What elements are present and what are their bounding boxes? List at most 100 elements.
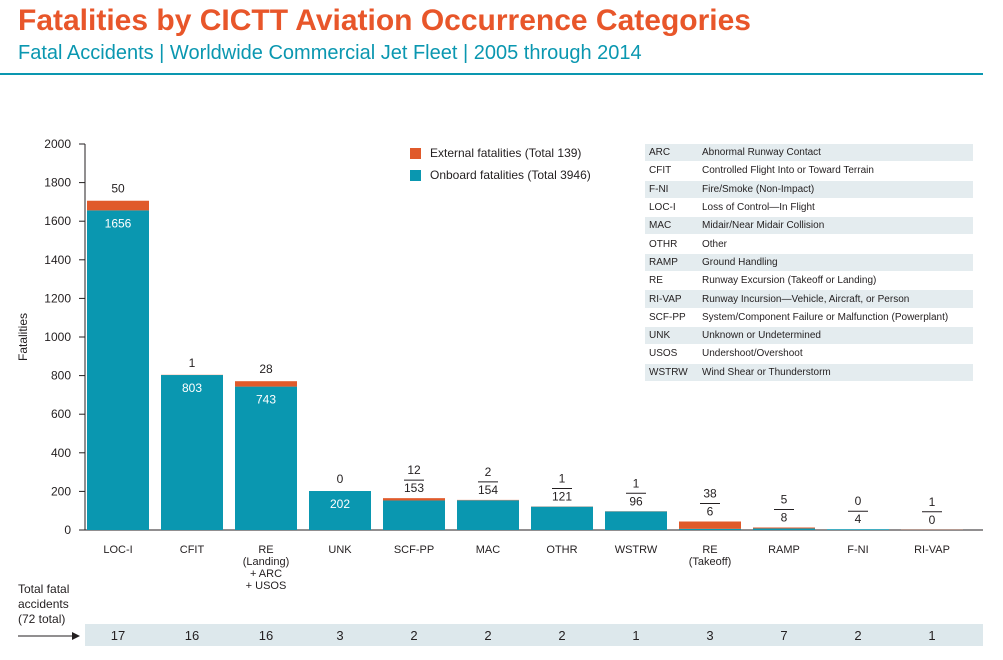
value-label-onboard: 1656	[105, 216, 132, 230]
total-fatal-accidents-value: 2	[558, 628, 566, 643]
x-category-label: (Landing)	[243, 556, 289, 568]
x-category-label: (Takeoff)	[689, 556, 732, 568]
abbreviation-row: OTHR Other	[645, 235, 973, 252]
y-tick-label: 0	[64, 523, 71, 537]
bar-external	[87, 200, 149, 211]
y-tick-label: 1600	[44, 214, 71, 228]
bar-onboard	[383, 500, 445, 530]
x-category-label: RI-VAP	[914, 544, 950, 556]
x-category-label: RE	[702, 544, 717, 556]
total-label-line: Total fatal	[18, 582, 70, 596]
abbreviation-table: ARC Abnormal Runway Contact CFIT Controlled…	[645, 144, 973, 382]
chart-title: Fatalities by CICTT Aviation Occurrence …	[18, 4, 751, 37]
abbreviation-description: Fire/Smoke (Non-Impact)	[702, 183, 815, 195]
bar-onboard	[457, 500, 519, 530]
value-label-external: 2	[485, 465, 492, 479]
legend-item-external: External fatalities (Total 139)	[410, 146, 581, 160]
abbreviation-code: UNK	[649, 330, 671, 342]
bar-onboard	[753, 528, 815, 530]
bar-onboard	[679, 528, 741, 530]
legend-item-onboard: Onboard fatalities (Total 3946)	[410, 168, 591, 182]
totals-band	[85, 624, 983, 646]
abbreviation-row: F-NI Fire/Smoke (Non-Impact)	[645, 180, 973, 198]
abbreviation-row: ARC Abnormal Runway Contact	[645, 144, 973, 162]
value-label-external: 1	[559, 471, 566, 485]
bar-onboard	[531, 506, 593, 530]
x-category-label: UNK	[328, 544, 352, 556]
bar-external	[383, 498, 445, 501]
abbreviation-row: RAMP Ground Handling	[645, 253, 973, 272]
value-label-external: 1	[929, 495, 936, 509]
abbreviation-row: LOC-I Loss of Control—In Flight	[645, 199, 973, 216]
value-label-onboard: 153	[404, 481, 424, 495]
total-fatal-accidents-value: 3	[706, 628, 714, 643]
value-label-external: 1	[189, 356, 196, 370]
total-fatal-accidents-value: 2	[854, 628, 862, 643]
value-label-onboard: 0	[929, 513, 936, 527]
total-label-line: (72 total)	[18, 612, 66, 626]
abbreviation-row: RI-VAP Runway Incursion—Vehicle, Aircraft…	[645, 290, 973, 308]
abbreviation-row: CFIT Controlled Flight Into or Toward Ter…	[645, 162, 973, 179]
total-fatal-accidents-value: 16	[184, 628, 200, 643]
bar-onboard	[605, 511, 667, 530]
value-label-onboard: 743	[256, 393, 276, 407]
total-fatal-accidents-value: 2	[484, 628, 492, 643]
abbreviation-code: LOC-I	[649, 202, 676, 214]
abbreviation-row: RE Runway Excursion (Takeoff or Landing)	[645, 272, 973, 289]
value-label-external: 0	[855, 494, 862, 508]
value-label-onboard: 202	[330, 497, 350, 511]
value-label-external: 5	[781, 492, 788, 506]
x-category-label: MAC	[476, 544, 501, 556]
bar-onboard	[827, 529, 889, 530]
abbreviation-row: UNK Unknown or Undetermined	[645, 326, 973, 345]
abbreviation-code: CFIT	[649, 165, 672, 177]
abbreviation-code: RAMP	[649, 256, 678, 268]
total-fatal-accidents-value: 1	[928, 628, 936, 643]
legend-label-onboard: Onboard fatalities (Total 3946)	[430, 168, 591, 182]
abbreviation-description: Wind Shear or Thunderstorm	[702, 366, 831, 378]
total-fatal-accidents-value: 16	[258, 628, 274, 643]
abbreviation-description: Unknown or Undetermined	[702, 330, 821, 342]
abbreviation-code: SCF-PP	[649, 311, 686, 323]
value-label-onboard: 154	[478, 483, 498, 497]
x-category-label: CFIT	[180, 544, 205, 556]
chart-subtitle: Fatal Accidents | Worldwide Commercial J…	[18, 42, 642, 64]
bar-onboard	[87, 210, 149, 530]
y-tick-label: 1000	[44, 330, 71, 344]
total-fatal-accidents-value: 3	[336, 628, 344, 643]
y-tick-label: 200	[51, 484, 71, 498]
bar-external	[679, 521, 741, 529]
value-label-onboard: 121	[552, 489, 572, 503]
y-tick-label: 1200	[44, 291, 71, 305]
abbreviation-code: WSTRW	[649, 366, 688, 378]
abbreviation-description: Loss of Control—In Flight	[702, 202, 815, 214]
value-label-onboard: 6	[707, 505, 714, 519]
x-category-label: SCF-PP	[394, 544, 434, 556]
abbreviation-description: Runway Excursion (Takeoff or Landing)	[702, 275, 877, 287]
value-label-onboard: 4	[855, 512, 862, 526]
abbreviation-description: System/Component Failure or Malfunction …	[702, 311, 949, 323]
bar-onboard	[309, 491, 371, 530]
y-tick-label: 800	[51, 369, 71, 383]
bar-external	[753, 527, 815, 529]
value-label-external: 28	[259, 362, 273, 376]
abbreviation-row: SCF-PP System/Component Failure or Malfun…	[645, 309, 973, 326]
abbreviation-row: MAC Midair/Near Midair Collision	[645, 217, 973, 235]
value-label-external: 38	[703, 487, 717, 501]
abbreviation-description: Runway Incursion—Vehicle, Aircraft, or P…	[702, 293, 910, 305]
abbreviation-code: OTHR	[649, 238, 678, 250]
totals-arrow-head	[72, 632, 80, 640]
abbreviation-code: RE	[649, 275, 663, 287]
legend-swatch-external	[410, 147, 421, 159]
bar-onboard	[235, 386, 297, 530]
total-fatal-accidents-value: 1	[632, 628, 640, 643]
header-rule	[0, 73, 983, 75]
abbreviation-code: RI-VAP	[649, 293, 682, 305]
y-tick-label: 1400	[44, 253, 71, 267]
value-label-external: 12	[407, 463, 421, 477]
abbreviation-description: Controlled Flight Into or Toward Terrain	[702, 165, 874, 177]
x-category-label: RAMP	[768, 544, 800, 556]
total-fatal-accidents-value: 7	[780, 628, 788, 643]
x-category-label: RE	[258, 544, 273, 556]
